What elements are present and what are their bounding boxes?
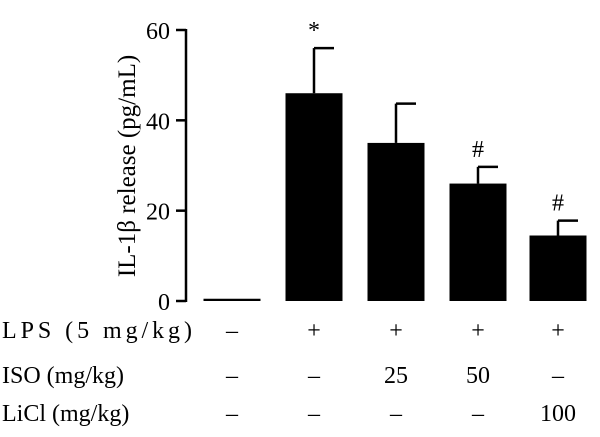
condition-cell: + — [307, 318, 321, 344]
y-tick-label: 60 — [146, 19, 170, 45]
bar — [449, 183, 507, 301]
condition-cell: + — [471, 318, 485, 344]
condition-cell: 100 — [540, 401, 576, 427]
condition-cell: – — [551, 363, 565, 389]
bar — [203, 298, 261, 301]
y-tick-label: 40 — [146, 109, 170, 135]
bars — [203, 93, 587, 301]
bar — [529, 235, 587, 301]
y-tick-label: 20 — [146, 200, 170, 226]
y-tick-label: 0 — [158, 290, 170, 316]
y-axis-label: IL-1β release (pg/mL) — [114, 55, 141, 277]
significance-label: # — [552, 191, 564, 217]
condition-row-label: ISO (mg/kg) — [2, 363, 124, 389]
significance-label: # — [472, 137, 484, 163]
condition-table: LPS (5 mg/kg) – + + + + ISO (mg/kg) – – 25 50 – LiCl… — [2, 318, 576, 427]
condition-row-label: LPS (5 mg/kg) — [2, 318, 192, 344]
bar — [367, 142, 425, 301]
condition-cell: – — [389, 401, 403, 427]
significance-label: * — [308, 18, 320, 44]
condition-cell: + — [551, 318, 565, 344]
condition-cell: – — [225, 318, 239, 344]
axes: 0 20 40 60 — [146, 19, 188, 316]
error-bars — [312, 46, 578, 236]
condition-cell: – — [307, 401, 321, 427]
condition-row-label: LiCl (mg/kg) — [2, 401, 129, 427]
condition-cell: – — [307, 363, 321, 389]
condition-cell: – — [225, 363, 239, 389]
condition-cell: 25 — [384, 363, 408, 389]
condition-cell: + — [389, 318, 403, 344]
condition-cell: – — [471, 401, 485, 427]
annotations: * # # — [308, 18, 564, 217]
bar — [285, 93, 343, 301]
condition-cell: 50 — [466, 363, 490, 389]
condition-cell: – — [225, 401, 239, 427]
